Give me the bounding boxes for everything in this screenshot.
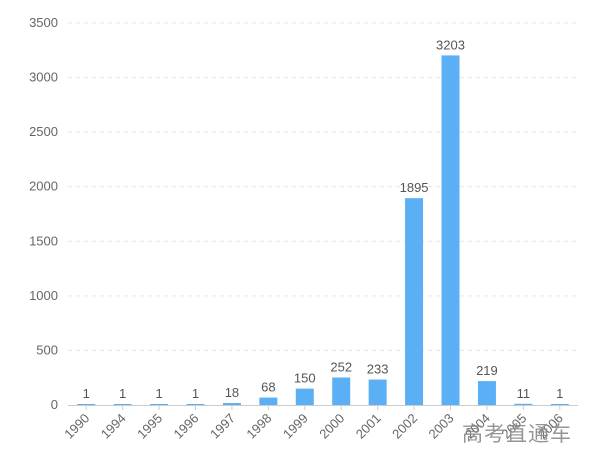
data-label: 219 xyxy=(476,363,498,378)
y-tick-label: 2000 xyxy=(29,179,58,194)
data-label: 18 xyxy=(225,385,239,400)
data-label: 1 xyxy=(155,386,162,401)
x-tick-label: 2000 xyxy=(316,411,347,442)
bars xyxy=(77,55,569,405)
data-label: 252 xyxy=(330,359,352,374)
x-tick-label: 1995 xyxy=(134,411,165,442)
bar xyxy=(113,404,132,405)
y-tick-label: 0 xyxy=(51,397,58,412)
data-label: 11 xyxy=(517,386,531,401)
x-tick-label: 2002 xyxy=(389,411,420,442)
bar xyxy=(150,404,169,405)
x-tick-label: 1994 xyxy=(98,411,129,442)
data-label: 1 xyxy=(119,386,126,401)
data-label: 1895 xyxy=(400,180,429,195)
data-label: 233 xyxy=(367,362,389,377)
x-tick-label: 2001 xyxy=(353,411,384,442)
bar xyxy=(368,379,387,405)
x-tick-label: 1996 xyxy=(171,411,202,442)
data-label: 1 xyxy=(556,386,563,401)
x-tick-label: 2003 xyxy=(426,411,457,442)
bar xyxy=(259,397,278,405)
y-axis: 0 500 1000 1500 2000 2500 3000 3500 xyxy=(29,15,58,412)
x-tick-label: 1990 xyxy=(61,411,92,442)
bar xyxy=(222,403,241,405)
data-label: 68 xyxy=(261,380,275,395)
bar xyxy=(477,381,496,405)
x-tick-label: 1998 xyxy=(243,411,274,442)
y-tick-label: 1500 xyxy=(29,233,58,248)
x-tick-label: 1999 xyxy=(280,411,311,442)
data-label: 1 xyxy=(192,386,199,401)
bar xyxy=(441,55,460,405)
y-tick-label: 2500 xyxy=(29,124,58,139)
bar xyxy=(405,198,424,405)
gridlines xyxy=(68,22,578,351)
data-label: 150 xyxy=(294,371,316,386)
y-tick-label: 3500 xyxy=(29,15,58,30)
y-tick-label: 500 xyxy=(36,342,58,357)
data-label: 3203 xyxy=(436,37,465,52)
y-tick-label: 3000 xyxy=(29,70,58,85)
x-tick-label: 1997 xyxy=(207,411,238,442)
bar xyxy=(550,404,569,405)
data-label: 1 xyxy=(83,386,90,401)
bar xyxy=(514,403,533,405)
bar xyxy=(77,404,96,405)
bar xyxy=(186,404,205,405)
bar xyxy=(295,388,314,405)
bar xyxy=(332,377,351,405)
watermark-text: 高考直通车 xyxy=(462,422,572,446)
y-tick-label: 1000 xyxy=(29,288,58,303)
